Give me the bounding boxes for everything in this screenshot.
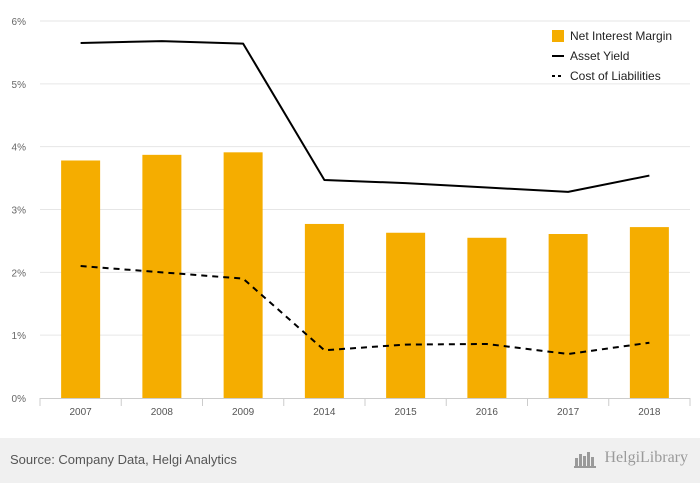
source-note: Source: Company Data, Helgi Analytics (10, 452, 237, 467)
legend-label: Asset Yield (570, 49, 629, 63)
brand-logo[interactable]: HelgiLibrary (574, 448, 688, 468)
bar (142, 154, 182, 398)
bar (548, 234, 588, 398)
x-tick-label: 2017 (557, 407, 580, 418)
legend-label: Cost of Liabilities (570, 69, 661, 83)
x-tick-label: 2016 (476, 407, 499, 418)
x-tick-label: 2007 (70, 407, 93, 418)
library-icon (574, 452, 597, 468)
y-tick-label: 2% (12, 268, 27, 279)
bar (629, 227, 669, 398)
y-tick-label: 5% (12, 80, 27, 91)
bar (61, 160, 101, 398)
bar-series (61, 152, 669, 398)
series-line (80, 40, 650, 193)
footer: Source: Company Data, Helgi Analytics He… (0, 438, 700, 483)
x-tick-label: 2015 (395, 407, 418, 418)
y-tick-label: 6% (12, 17, 27, 28)
y-tick-label: 4% (12, 143, 27, 154)
x-tick-label: 2014 (313, 407, 336, 418)
axes: 0% 1% 2% 3% 4% 5% 6% 2007 2008 2009 2014 2015 2016 20… (12, 17, 691, 418)
y-tick-label: 3% (12, 206, 27, 217)
x-tick-label: 2009 (232, 407, 255, 418)
series-line (80, 265, 650, 356)
chart: 0% 1% 2% 3% 4% 5% 6% 2007 2008 2009 2014 2015 2016 20… (12, 17, 691, 418)
y-tick-label: 0% (12, 394, 27, 405)
legend: Net Interest Margin Asset Yield Cost of Li… (552, 29, 672, 83)
x-tick-label: 2008 (151, 407, 174, 418)
legend-label: Net Interest Margin (570, 29, 672, 43)
y-tick-label: 1% (12, 331, 27, 342)
bar (223, 152, 263, 398)
brand-name: HelgiLibrary (604, 449, 688, 466)
line-series (80, 40, 650, 356)
legend-swatch (552, 30, 564, 42)
bar (304, 223, 344, 398)
x-tick-label: 2018 (638, 407, 661, 418)
bar (386, 232, 426, 398)
bar (467, 237, 507, 398)
